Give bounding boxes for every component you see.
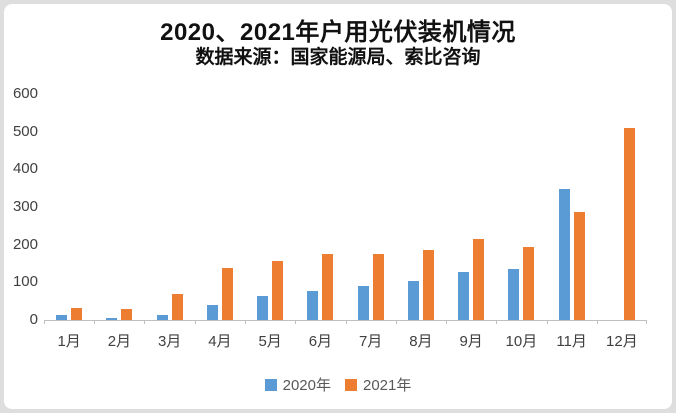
bar-group-6月 (295, 94, 345, 320)
x-tick-label-11月: 11月 (556, 333, 587, 350)
bar-group-3月 (145, 94, 195, 320)
y-axis-labels: 0 100 200 300 400 500 600 (6, 86, 38, 328)
bar-group-9月 (446, 94, 496, 320)
y-tick-label: 400 (12, 160, 38, 178)
x-axis-tick (646, 320, 647, 324)
legend-swatch-icon (264, 378, 277, 391)
chart-title: 2020、2021年户用光伏装机情况 (160, 19, 516, 46)
bar-2020年-7月 (357, 286, 369, 320)
bar-2021年-2月 (121, 309, 133, 320)
bar-2020年-1月 (56, 314, 68, 320)
bar-2020年-9月 (458, 271, 470, 320)
x-axis-tick (244, 320, 246, 324)
bar-group-10月 (496, 94, 546, 320)
bar-group-1月 (44, 94, 94, 320)
x-tick-label-9月: 9月 (459, 333, 483, 350)
legend: 2020年 2021年 (0, 374, 676, 395)
legend-label: 2020年 (282, 377, 331, 394)
bar-2021年-5月 (272, 260, 284, 320)
bar-2021年-7月 (372, 253, 384, 320)
x-tick-label-7月: 7月 (358, 333, 383, 350)
bar-groups (44, 94, 647, 321)
bar-2020年-8月 (407, 281, 419, 320)
x-tick-label-6月: 6月 (308, 333, 333, 350)
x-tick-label-10月: 10月 (505, 333, 538, 350)
plot-area (44, 94, 647, 324)
legend-item-2020年: 2020年 (264, 374, 331, 395)
bar-2020年-5月 (257, 296, 269, 320)
bar-2021年-11月 (573, 212, 585, 320)
x-axis-tick (44, 320, 45, 324)
x-axis-tick (395, 320, 397, 324)
bar-2021年-4月 (221, 268, 233, 320)
bar-2020年-4月 (206, 304, 218, 320)
x-axis-tick (194, 320, 196, 324)
bar-2021年-10月 (523, 247, 535, 320)
y-tick-label: 200 (12, 235, 38, 253)
x-axis-tick (546, 320, 548, 324)
bar-group-7月 (346, 94, 396, 320)
bar-2020年-2月 (106, 318, 118, 320)
x-tick-label-12月: 12月 (606, 333, 638, 350)
legend-swatch-icon (345, 378, 357, 391)
x-tick-label-3月: 3月 (157, 333, 182, 350)
bar-group-2月 (94, 94, 144, 320)
x-tick-label-2月: 2月 (107, 333, 132, 350)
y-tick-label: 100 (12, 273, 38, 291)
bar-2021年-9月 (473, 239, 485, 320)
legend-label: 2021年 (363, 377, 412, 394)
bar-group-5月 (245, 94, 295, 320)
chart-subtitle: 数据来源：国家能源局、索比咨询 (195, 47, 481, 68)
bar-2021年-6月 (322, 254, 334, 320)
bar-group-12月 (597, 94, 647, 320)
bar-2020年-6月 (307, 291, 319, 320)
bar-2021年-8月 (422, 249, 434, 320)
y-tick-label: 600 (12, 85, 38, 102)
x-axis-tick (94, 320, 96, 324)
bar-group-4月 (195, 94, 245, 320)
bar-2020年-11月 (558, 189, 570, 320)
x-axis-tick (295, 320, 297, 324)
x-axis-tick (596, 320, 598, 324)
y-tick-label: 300 (12, 198, 38, 215)
legend-item-2021年: 2021年 (345, 374, 411, 395)
y-tick-label: 500 (12, 122, 38, 140)
bar-2020年-3月 (156, 314, 168, 320)
x-axis-labels: 1月 2月 3月 4月 5月 6月 7月 8月 9月 10月 11月 12月 (44, 330, 647, 351)
x-axis-tick (144, 320, 146, 324)
bar-2021年-3月 (171, 294, 183, 320)
x-axis-tick (345, 320, 347, 324)
bar-2021年-12月 (623, 127, 635, 320)
x-axis-tick (496, 320, 498, 324)
x-axis-tick (445, 320, 447, 324)
bar-2020年-10月 (508, 268, 520, 320)
y-tick-label: 0 (29, 311, 38, 328)
bar-2021年-1月 (71, 307, 83, 320)
x-tick-label-4月: 4月 (208, 333, 232, 350)
x-tick-label-8月: 8月 (409, 333, 433, 350)
bar-group-11月 (547, 94, 597, 320)
x-tick-label-5月: 5月 (258, 333, 282, 350)
bar-group-8月 (396, 94, 446, 320)
x-tick-label-1月: 1月 (57, 333, 81, 350)
